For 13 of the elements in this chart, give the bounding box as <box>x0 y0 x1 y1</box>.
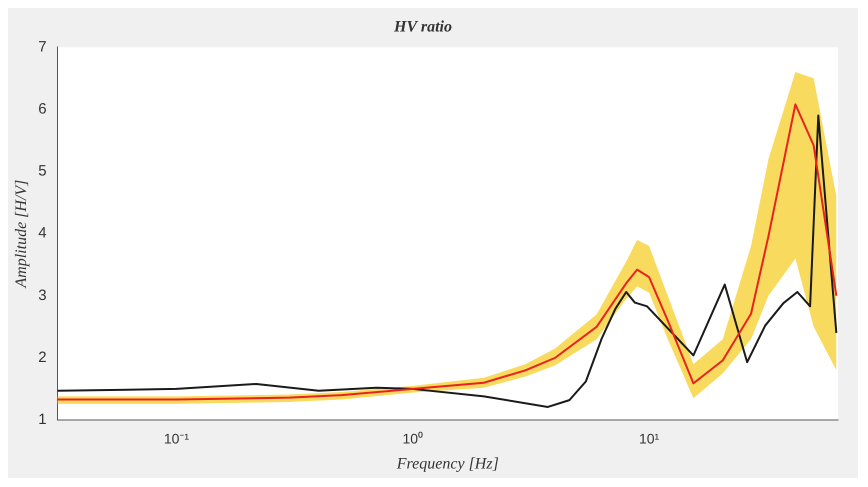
y-tick-label: 6 <box>38 100 47 118</box>
y-tick-label: 7 <box>38 38 47 56</box>
x-axis-title: Frequency [Hz] <box>396 456 499 473</box>
chart-title: HV ratio <box>393 18 452 36</box>
x-tick-label: 10¹ <box>638 430 660 446</box>
y-tick-label: 4 <box>38 224 47 242</box>
y-tick-label: 5 <box>38 162 47 180</box>
y-tick-label: 3 <box>38 286 47 304</box>
y-tick-label: 1 <box>38 411 47 428</box>
x-tick-label: 10⁻¹ <box>164 430 190 446</box>
y-tick-label: 2 <box>38 349 47 366</box>
x-tick-label: 10⁰ <box>402 430 424 446</box>
y-axis-title: Amplitude [H/V] <box>12 180 30 289</box>
